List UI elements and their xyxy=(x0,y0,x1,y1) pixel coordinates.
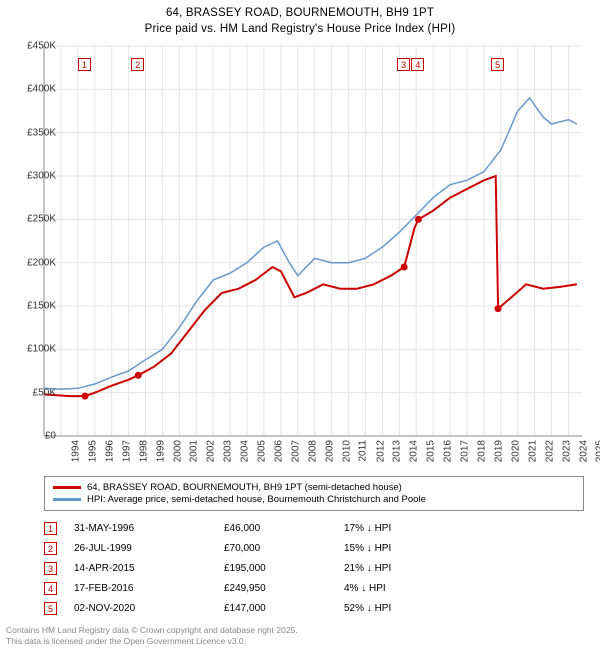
x-tick-label: 2014 xyxy=(409,440,420,462)
x-tick-label: 1998 xyxy=(138,440,149,462)
x-tick-label: 2012 xyxy=(375,440,386,462)
x-tick-label: 2000 xyxy=(172,440,183,462)
x-tick-label: 1996 xyxy=(104,440,115,462)
x-tick-label: 2005 xyxy=(256,440,267,462)
marker-box-3: 3 xyxy=(397,58,410,71)
cell-date: 17-FEB-2016 xyxy=(74,583,224,594)
marker-dot-4 xyxy=(415,216,422,223)
marker-box-5: 5 xyxy=(491,58,504,71)
x-tick-label: 2016 xyxy=(442,440,453,462)
transactions-table: 1 31-MAY-1996£46,00017% ↓ HPI 2 26-JUL-1999… xyxy=(44,518,454,618)
legend-swatch-red xyxy=(53,486,81,489)
x-tick-label: 2004 xyxy=(239,440,250,462)
footer: Contains HM Land Registry data © Crown c… xyxy=(6,625,298,647)
y-tick-label: £100K xyxy=(16,344,56,355)
cell-date: 14-APR-2015 xyxy=(74,563,224,574)
x-tick-label: 2024 xyxy=(578,440,589,462)
cell-price: £46,000 xyxy=(224,523,344,534)
x-tick-label: 1994 xyxy=(70,440,81,462)
legend-row-price: 64, BRASSEY ROAD, BOURNEMOUTH, BH9 1PT (… xyxy=(53,482,575,493)
cell-pct: 52% ↓ HPI xyxy=(344,603,454,614)
x-tick-label: 2003 xyxy=(223,440,234,462)
legend-row-hpi: HPI: Average price, semi-detached house,… xyxy=(53,494,575,505)
x-tick-label: 2021 xyxy=(527,440,538,462)
x-tick-label: 2007 xyxy=(290,440,301,462)
table-row: 3 14-APR-2015£195,00021% ↓ HPI xyxy=(44,558,454,578)
cell-price: £195,000 xyxy=(224,563,344,574)
legend-swatch-blue xyxy=(53,498,81,501)
x-tick-label: 2023 xyxy=(561,440,572,462)
cell-pct: 4% ↓ HPI xyxy=(344,583,454,594)
y-tick-label: £250K xyxy=(16,214,56,225)
cell-pct: 15% ↓ HPI xyxy=(344,543,454,554)
cell-pct: 21% ↓ HPI xyxy=(344,563,454,574)
x-tick-label: 2018 xyxy=(476,440,487,462)
x-tick-label: 2008 xyxy=(307,440,318,462)
x-tick-label: 2002 xyxy=(206,440,217,462)
cell-pct: 17% ↓ HPI xyxy=(344,523,454,534)
x-tick-label: 2017 xyxy=(459,440,470,462)
table-marker-4: 4 xyxy=(44,582,57,595)
marker-dot-5 xyxy=(495,305,502,312)
cell-price: £147,000 xyxy=(224,603,344,614)
price-paid-line xyxy=(44,176,577,396)
table-marker-2: 2 xyxy=(44,542,57,555)
x-tick-label: 2025 xyxy=(595,440,600,462)
table-marker-3: 3 xyxy=(44,562,57,575)
legend: 64, BRASSEY ROAD, BOURNEMOUTH, BH9 1PT (… xyxy=(44,476,584,511)
marker-dot-2 xyxy=(135,372,142,379)
marker-box-4: 4 xyxy=(411,58,424,71)
chart-svg xyxy=(44,46,582,436)
x-tick-label: 2011 xyxy=(357,440,368,462)
legend-label-hpi: HPI: Average price, semi-detached house,… xyxy=(87,494,426,505)
x-tick-label: 2019 xyxy=(493,440,504,462)
marker-dot-1 xyxy=(81,393,88,400)
cell-price: £249,950 xyxy=(224,583,344,594)
x-tick-label: 1999 xyxy=(155,440,166,462)
x-tick-label: 2001 xyxy=(189,440,200,462)
x-tick-label: 2010 xyxy=(341,440,352,462)
y-tick-label: £350K xyxy=(16,127,56,138)
y-tick-label: £0 xyxy=(16,431,56,442)
marker-box-1: 1 xyxy=(78,58,91,71)
x-tick-label: 2015 xyxy=(426,440,437,462)
title-line1: 64, BRASSEY ROAD, BOURNEMOUTH, BH9 1PT xyxy=(0,6,600,22)
x-tick-label: 2013 xyxy=(392,440,403,462)
x-tick-label: 2022 xyxy=(544,440,555,462)
y-tick-label: £200K xyxy=(16,257,56,268)
title-line2: Price paid vs. HM Land Registry's House … xyxy=(0,22,600,38)
y-tick-label: £450K xyxy=(16,41,56,52)
y-tick-label: £400K xyxy=(16,84,56,95)
legend-label-price: 64, BRASSEY ROAD, BOURNEMOUTH, BH9 1PT (… xyxy=(87,482,402,493)
y-tick-label: £150K xyxy=(16,301,56,312)
table-row: 2 26-JUL-1999£70,00015% ↓ HPI xyxy=(44,538,454,558)
footer-line2: This data is licensed under the Open Gov… xyxy=(6,636,298,647)
marker-dot-3 xyxy=(401,264,408,271)
cell-date: 02-NOV-2020 xyxy=(74,603,224,614)
x-tick-label: 2006 xyxy=(273,440,284,462)
table-row: 4 17-FEB-2016£249,9504% ↓ HPI xyxy=(44,578,454,598)
x-tick-label: 2009 xyxy=(324,440,335,462)
y-tick-label: £50K xyxy=(16,387,56,398)
cell-date: 26-JUL-1999 xyxy=(74,543,224,554)
marker-box-2: 2 xyxy=(131,58,144,71)
y-tick-label: £300K xyxy=(16,171,56,182)
cell-date: 31-MAY-1996 xyxy=(74,523,224,534)
chart-title: 64, BRASSEY ROAD, BOURNEMOUTH, BH9 1PT P… xyxy=(0,0,600,37)
x-tick-label: 1995 xyxy=(87,440,98,462)
cell-price: £70,000 xyxy=(224,543,344,554)
footer-line1: Contains HM Land Registry data © Crown c… xyxy=(6,625,298,636)
chart-plot-area xyxy=(44,46,582,436)
table-row: 1 31-MAY-1996£46,00017% ↓ HPI xyxy=(44,518,454,538)
x-tick-label: 1997 xyxy=(121,440,132,462)
table-marker-1: 1 xyxy=(44,522,57,535)
table-marker-5: 5 xyxy=(44,602,57,615)
x-tick-label: 2020 xyxy=(510,440,521,462)
table-row: 5 02-NOV-2020£147,00052% ↓ HPI xyxy=(44,598,454,618)
